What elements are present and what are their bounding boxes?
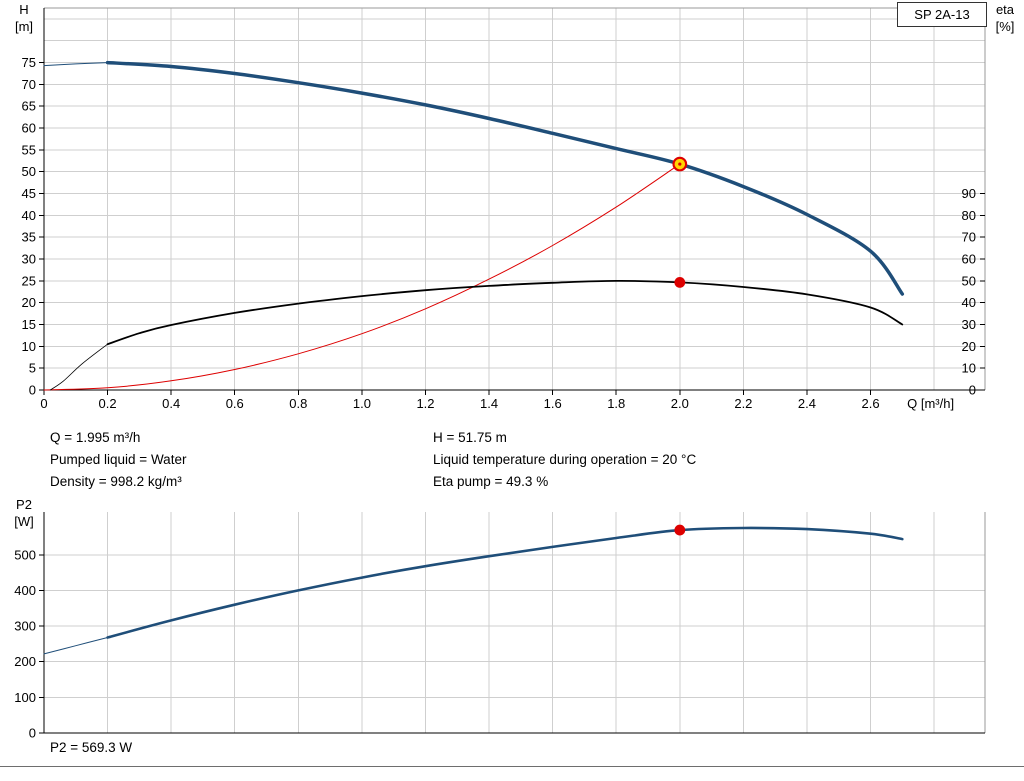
svg-text:60: 60 — [962, 252, 976, 267]
svg-text:75: 75 — [22, 55, 36, 70]
grid — [44, 512, 986, 733]
svg-text:100: 100 — [14, 690, 36, 705]
h-axis-title-unit: [m] — [14, 18, 34, 34]
h-axis-title-symbol: H — [19, 2, 29, 17]
p2-point — [674, 524, 686, 536]
p2-axis-title-symbol: P2 — [16, 497, 32, 512]
series — [43, 60, 905, 391]
svg-text:500: 500 — [14, 547, 36, 562]
svg-text:60: 60 — [22, 121, 36, 136]
efficiency-curve — [106, 279, 904, 346]
svg-text:1.4: 1.4 — [480, 396, 498, 411]
p2-axis-title: P2 [W] — [6, 497, 42, 530]
svg-text:15: 15 — [22, 317, 36, 332]
operating-data-right-column: H = 51.75 m Liquid temperature during op… — [433, 427, 696, 493]
svg-text:0: 0 — [29, 726, 36, 741]
h-axis-title: H [m] — [6, 2, 42, 35]
info-line-density: Density = 998.2 kg/m³ — [50, 474, 182, 489]
svg-text:50: 50 — [22, 164, 36, 179]
operating-data-left-column: Q = 1.995 m³/h Pumped liquid = Water Den… — [50, 427, 186, 493]
svg-text:2.0: 2.0 — [671, 396, 689, 411]
svg-text:0.8: 0.8 — [289, 396, 307, 411]
svg-text:2.6: 2.6 — [862, 396, 880, 411]
efficiency-point — [674, 276, 686, 288]
svg-text:50: 50 — [962, 273, 976, 288]
svg-text:70: 70 — [962, 230, 976, 245]
svg-text:2.2: 2.2 — [734, 396, 752, 411]
info-line-liquid: Pumped liquid = Water — [50, 452, 187, 467]
svg-text:0: 0 — [40, 396, 47, 411]
svg-text:40: 40 — [962, 295, 976, 310]
eta-axis-title-symbol: eta — [995, 2, 1015, 17]
duty-point-center — [678, 162, 682, 166]
svg-text:55: 55 — [22, 142, 36, 157]
p2-curve — [106, 526, 904, 639]
info-line-temperature: Liquid temperature during operation = 20… — [433, 452, 697, 467]
svg-text:25: 25 — [22, 273, 36, 288]
hq-chart: 0 5 10 15 20 25 30 35 40 45 50 55 60 65 70 75 0 10 20 30 40 5… — [22, 7, 986, 411]
pump-curve — [105, 60, 905, 296]
svg-text:35: 35 — [22, 230, 36, 245]
svg-text:0.2: 0.2 — [99, 396, 117, 411]
info-line-h: H = 51.75 m — [433, 430, 507, 445]
svg-text:30: 30 — [962, 317, 976, 332]
svg-text:0.4: 0.4 — [162, 396, 180, 411]
pump-curve-lead-in — [43, 62, 109, 67]
p2-axis-title-unit: [W] — [14, 513, 34, 529]
p2-curve-lead-in — [43, 637, 109, 655]
pump-model-badge: SP 2A-13 — [897, 2, 987, 27]
system-curve — [43, 163, 681, 391]
eta-axis-title: eta [%] — [986, 2, 1024, 35]
svg-text:2.4: 2.4 — [798, 396, 816, 411]
series — [43, 526, 904, 655]
svg-text:1.2: 1.2 — [416, 396, 434, 411]
svg-text:10: 10 — [962, 361, 976, 376]
efficiency-curve-lead-in — [50, 343, 108, 391]
tick-labels: 0 5 10 15 20 25 30 35 40 45 50 55 60 65 70 75 0 10 20 30 40 5… — [22, 55, 976, 411]
svg-text:0.6: 0.6 — [226, 396, 244, 411]
grid — [44, 7, 986, 390]
tick-labels: 0 100 200 300 400 500 — [14, 547, 36, 740]
markers — [672, 156, 688, 288]
svg-text:300: 300 — [14, 619, 36, 634]
svg-text:400: 400 — [14, 583, 36, 598]
p2-chart: 0 100 200 300 400 500 — [14, 512, 986, 741]
svg-text:10: 10 — [22, 339, 36, 354]
axes — [39, 8, 985, 395]
svg-text:45: 45 — [22, 186, 36, 201]
svg-text:5: 5 — [29, 361, 36, 376]
info-line-eta: Eta pump = 49.3 % — [433, 474, 549, 489]
svg-text:40: 40 — [22, 208, 36, 223]
info-line-q: Q = 1.995 m³/h — [50, 430, 141, 445]
markers — [674, 524, 686, 536]
svg-text:200: 200 — [14, 654, 36, 669]
svg-text:Q [m³/h]: Q [m³/h] — [907, 396, 954, 411]
svg-text:0: 0 — [969, 383, 976, 398]
svg-text:1.0: 1.0 — [353, 396, 371, 411]
axes — [39, 512, 985, 734]
svg-text:20: 20 — [22, 295, 36, 310]
svg-text:80: 80 — [962, 208, 976, 223]
svg-text:30: 30 — [22, 252, 36, 267]
svg-text:0: 0 — [29, 383, 36, 398]
svg-text:1.8: 1.8 — [607, 396, 625, 411]
svg-text:1.6: 1.6 — [544, 396, 562, 411]
p2-result-label: P2 = 569.3 W — [50, 740, 133, 755]
svg-text:20: 20 — [962, 339, 976, 354]
svg-text:65: 65 — [22, 99, 36, 114]
bottom-divider — [0, 766, 1024, 767]
eta-axis-title-unit: [%] — [995, 18, 1015, 34]
svg-text:90: 90 — [962, 186, 976, 201]
svg-text:70: 70 — [22, 77, 36, 92]
